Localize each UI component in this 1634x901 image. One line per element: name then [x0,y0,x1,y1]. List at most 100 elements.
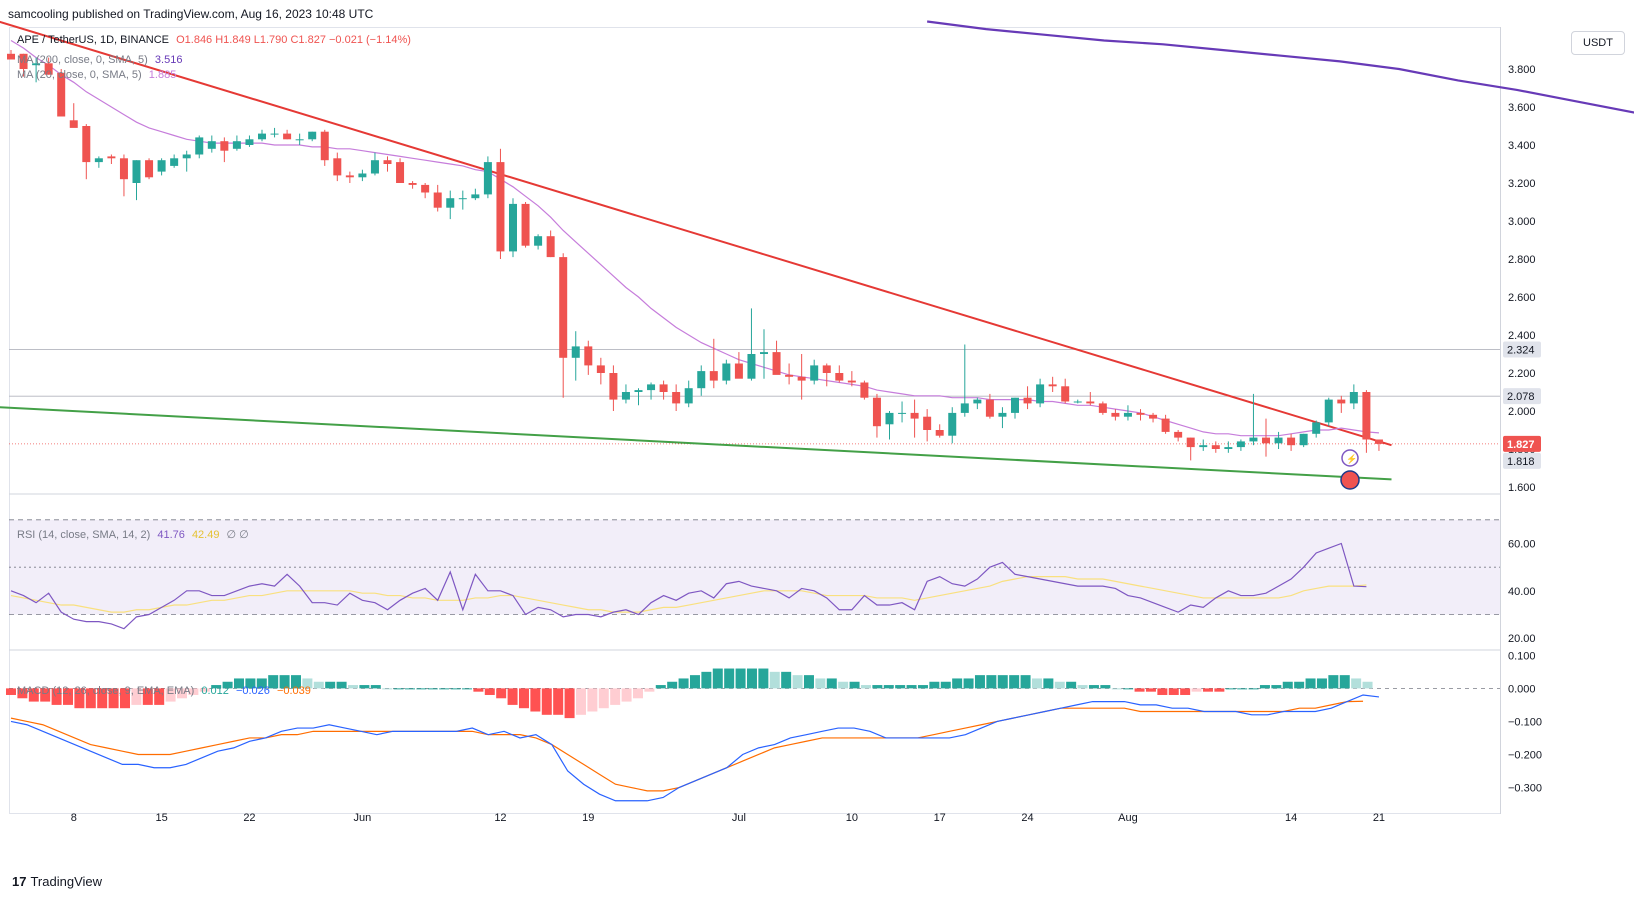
macd-histogram-bar [1123,688,1134,690]
time-axis-label: Jun [354,812,372,824]
candle-body [709,371,718,381]
price-tick-label: 3.000 [1508,216,1536,228]
macd-legend[interactable]: MACD (12, 26, close, 9, EMA, EMA) 0.012 … [17,685,315,697]
candle-body [57,72,66,117]
candle-body [295,139,304,141]
macd-histogram-bar [313,681,324,689]
macd-histogram-bar [1305,678,1316,689]
macd-histogram-bar [222,681,233,689]
candle-body [1073,401,1082,403]
macd-histogram-bar [621,688,632,702]
macd-histogram-bar [963,678,974,689]
macd-histogram-bar [1271,685,1282,689]
macd-histogram-bar [518,688,529,709]
macd-histogram-bar [803,675,814,689]
macd-histogram-bar [51,688,62,705]
macd-histogram-bar [507,688,518,705]
candle-body [1174,431,1183,438]
macd-histogram-bar [1362,681,1373,689]
published-header: samcooling published on TradingView.com,… [8,7,374,21]
macd-histogram-bar [268,675,279,689]
macd-histogram-bar [986,675,997,689]
macd-hist-value: 0.012 [201,685,229,697]
candle-body [1199,445,1208,448]
candle-body [1337,399,1346,404]
candle-body [509,203,517,252]
macd-tick-label: −0.300 [1508,783,1542,795]
macd-histogram-bar [1191,688,1202,692]
candle-body [923,416,932,430]
candle-body [195,137,204,155]
macd-histogram-bar [667,681,678,689]
ma200-legend[interactable]: MA (200, close, 0, SMA, 5) 3.516 [17,54,186,66]
candle-body [483,162,492,195]
candle-body [1023,397,1032,404]
time-axis-label: 8 [71,812,77,824]
candle-body [1236,441,1245,448]
candle-body [1324,399,1333,423]
macd-tick-label: 0.000 [1508,683,1536,695]
candle-body [320,131,329,161]
price-tick-label: 3.400 [1508,140,1536,152]
time-axis-label: Jul [732,812,746,824]
candle-body [672,392,681,404]
candle-body [1011,397,1019,413]
macd-histogram-bar [245,678,256,689]
candle-body [132,160,141,183]
candle-body [935,430,944,436]
bolt-icon: ⚡ [1346,453,1357,465]
candle-body [32,63,41,66]
macd-histogram-bar [530,688,541,712]
macd-histogram-bar [1237,688,1248,690]
rsi-tick-label: 20.00 [1508,633,1536,645]
candle-body [370,160,379,174]
macd-histogram-bar [769,671,780,689]
candle-body [496,162,505,252]
candle-body [245,139,254,145]
macd-signal-line [10,700,1364,792]
candle-body [1136,412,1145,415]
candle-body [1061,386,1070,402]
candle-body [157,160,166,172]
macd-histogram-bar [28,688,39,702]
candle-body [119,158,128,180]
macd-histogram-bar [450,688,461,690]
ma20-label: MA (20, close, 0, SMA, 5) [17,69,142,81]
candle-body [960,403,969,413]
level-price-tag [1503,341,1541,358]
candle-body [258,133,266,140]
candle-body [69,120,78,128]
rsi-tick-label: 60.00 [1508,539,1536,551]
candle-body [170,158,179,166]
candle-body [1299,433,1308,446]
dividend-event-icon [1341,449,1359,467]
currency-unit-button[interactable]: USDT [1571,31,1625,55]
macd-histogram-bar [359,685,370,689]
price-tick-label: 3.800 [1508,64,1536,76]
macd-histogram-bar [188,688,199,695]
candle-body [571,346,580,358]
candle-body [835,373,844,381]
candle-body [220,141,229,151]
macd-histogram-bar [838,681,849,689]
macd-histogram-bar [1031,678,1042,689]
macd-histogram-bar [347,685,358,689]
time-axis-label: 21 [1373,812,1385,824]
ma20-legend[interactable]: MA (20, close, 0, SMA, 5) 1.885 [17,69,180,81]
ma20-value: 1.885 [148,69,177,81]
candle-body [797,376,806,381]
brand-name: TradingView [30,874,103,889]
macd-histogram-bar [302,678,313,689]
tradingview-logo[interactable]: 17 TradingView [12,874,102,889]
macd-value: −0.026 [235,685,270,697]
candle-body [408,183,417,185]
candle-body [345,175,354,178]
low-price-label: 1.818 [1507,456,1535,468]
macd-histogram-bar [165,688,176,702]
rsi-legend[interactable]: RSI (14, close, SMA, 14, 2) 41.76 42.49 … [17,528,253,541]
candle-body [1161,418,1170,432]
symbol-name[interactable]: APE / TetherUS, 1D, BINANCE [17,34,170,46]
candle-body [822,365,831,373]
macd-histogram-bar [929,681,940,689]
